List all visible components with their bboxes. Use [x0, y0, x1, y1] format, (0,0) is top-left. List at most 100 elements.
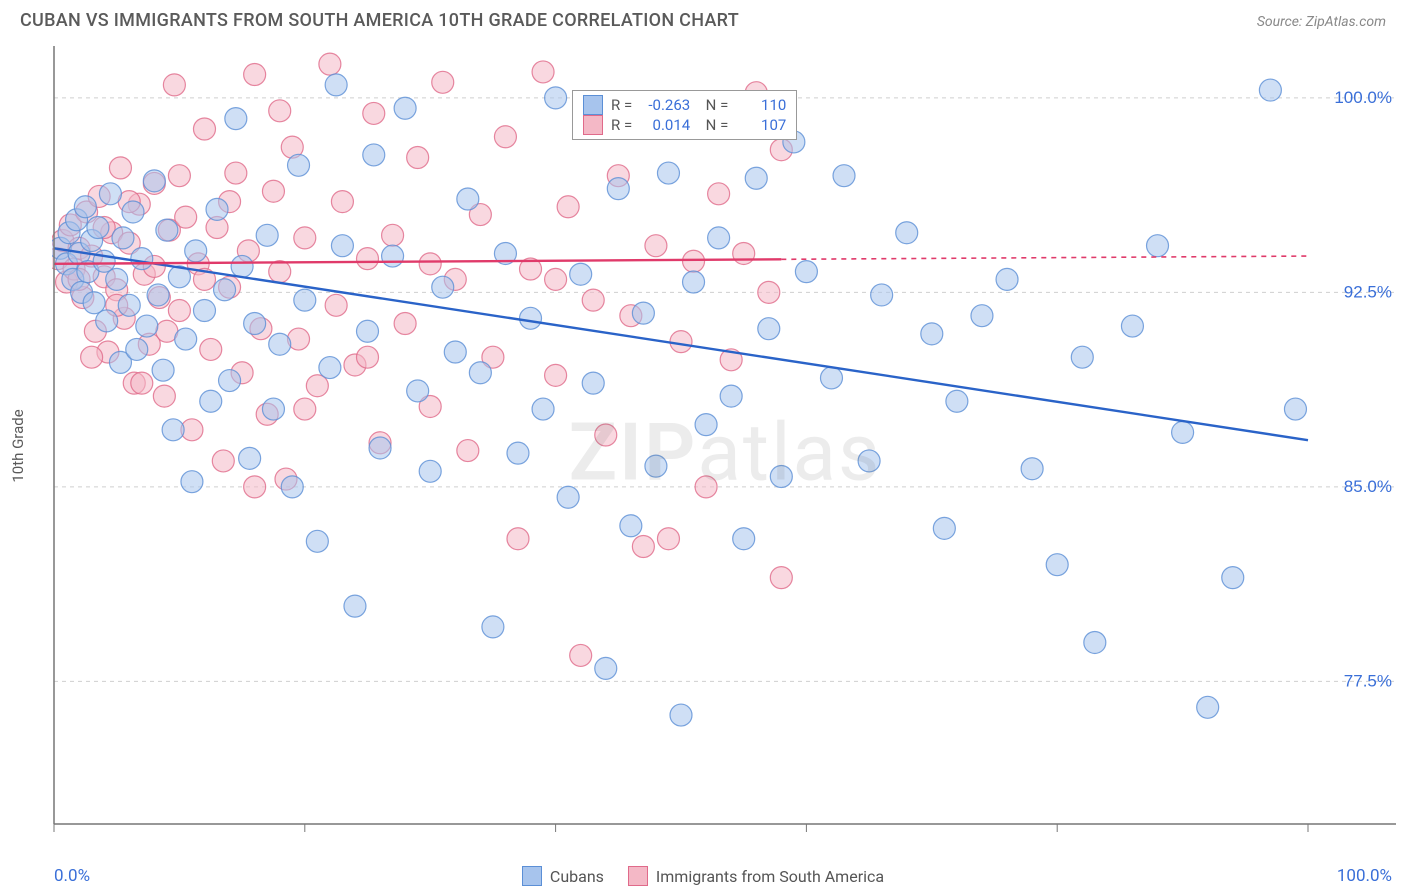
cubans-point — [1197, 696, 1219, 718]
cubans-point — [118, 294, 140, 316]
sa-point — [595, 424, 617, 446]
sa-point — [570, 644, 592, 666]
cubans-point — [1121, 315, 1143, 337]
cubans-point — [185, 240, 207, 262]
cubans-point — [833, 165, 855, 187]
cubans-point — [858, 450, 880, 472]
sa-point — [109, 157, 131, 179]
cubans-point — [1021, 458, 1043, 480]
cubans-point — [770, 465, 792, 487]
cubans-point — [946, 390, 968, 412]
sa-label: Immigrants from South America — [656, 867, 884, 886]
cubans-point — [331, 235, 353, 257]
sa-point — [557, 196, 579, 218]
cubans-point — [758, 318, 780, 340]
x-axis-max-label: 100.0% — [1337, 866, 1392, 886]
cubans-point — [1259, 79, 1281, 101]
cubans-point — [122, 201, 144, 223]
sa-point — [708, 183, 730, 205]
sa-point — [331, 191, 353, 213]
sa-point — [394, 312, 416, 334]
cubans-point — [162, 419, 184, 441]
cubans-point — [156, 219, 178, 241]
cubans-point — [193, 300, 215, 322]
sa-point — [168, 300, 190, 322]
cubans-point — [545, 87, 567, 109]
y-axis-label: 10th Grade — [9, 409, 27, 482]
sa-point — [175, 206, 197, 228]
legend-row-cubans: R =-0.263 N =110 — [583, 95, 786, 115]
cubans-point — [1084, 631, 1106, 653]
cubans-point — [921, 323, 943, 345]
cubans-point — [225, 108, 247, 130]
cubans-point — [645, 455, 667, 477]
cubans-point — [382, 245, 404, 267]
cubans-point — [143, 170, 165, 192]
cubans-point — [632, 302, 654, 324]
sa-point — [758, 281, 780, 303]
cubans-point — [582, 372, 604, 394]
cubans-point — [595, 657, 617, 679]
cubans-point — [933, 517, 955, 539]
cubans-point — [557, 486, 579, 508]
svg-text:77.5%: 77.5% — [1344, 671, 1392, 690]
correlation-legend: R =-0.263 N =110R =0.014 N =107 — [572, 90, 797, 140]
sa-point — [407, 147, 429, 169]
source-prefix: Source: — [1257, 14, 1306, 30]
sa-trendline-extrapolated — [781, 256, 1308, 259]
sa-point — [363, 102, 385, 124]
cubans-point — [871, 284, 893, 306]
sa-point — [269, 100, 291, 122]
sa-point — [582, 289, 604, 311]
cubans-point — [520, 307, 542, 329]
cubans-point — [457, 188, 479, 210]
sa-point — [770, 567, 792, 589]
cubans-point — [820, 367, 842, 389]
cubans-point — [219, 370, 241, 392]
sa-point — [695, 476, 717, 498]
cubans-point — [444, 341, 466, 363]
cubans-point — [131, 248, 153, 270]
cubans-point — [319, 357, 341, 379]
bottom-legend-cubans: Cubans — [522, 866, 604, 886]
cubans-point — [147, 284, 169, 306]
cubans-point — [670, 704, 692, 726]
bottom-legend-sa: Immigrants from South America — [628, 866, 884, 886]
cubans-n-value: 110 — [736, 96, 786, 114]
cubans-point — [281, 476, 303, 498]
cubans-point — [733, 528, 755, 550]
cubans-r-value: -0.263 — [640, 96, 690, 114]
sa-point — [163, 74, 185, 96]
cubans-point — [231, 255, 253, 277]
cubans-point — [1147, 235, 1169, 257]
sa-point — [733, 242, 755, 264]
cubans-point — [244, 312, 266, 334]
cubans-point — [432, 276, 454, 298]
cubans-point — [394, 97, 416, 119]
cubans-point — [607, 178, 629, 200]
cubans-point — [262, 398, 284, 420]
source: Source: ZipAtlas.com — [1257, 11, 1386, 30]
cubans-swatch — [583, 95, 603, 115]
cubans-point — [1046, 554, 1068, 576]
sa-point — [657, 528, 679, 550]
sa-point — [419, 253, 441, 275]
cubans-point — [469, 362, 491, 384]
sa-point — [244, 476, 266, 498]
sa-point — [457, 440, 479, 462]
sa-point — [294, 227, 316, 249]
cubans-point — [720, 385, 742, 407]
cubans-point — [152, 359, 174, 381]
cubans-point — [106, 268, 128, 290]
cubans-point — [136, 315, 158, 337]
scatter-plot-svg: 77.5%85.0%92.5%100.0% — [52, 44, 1398, 852]
cubans-trendline — [54, 248, 1308, 440]
sa-point — [225, 162, 247, 184]
cubans-point — [288, 154, 310, 176]
x-axis-min-label: 0.0% — [54, 866, 90, 886]
cubans-point — [482, 616, 504, 638]
cubans-point — [214, 279, 236, 301]
source-name: ZipAtlas.com — [1306, 14, 1386, 30]
sa-point — [632, 536, 654, 558]
cubans-point — [708, 227, 730, 249]
